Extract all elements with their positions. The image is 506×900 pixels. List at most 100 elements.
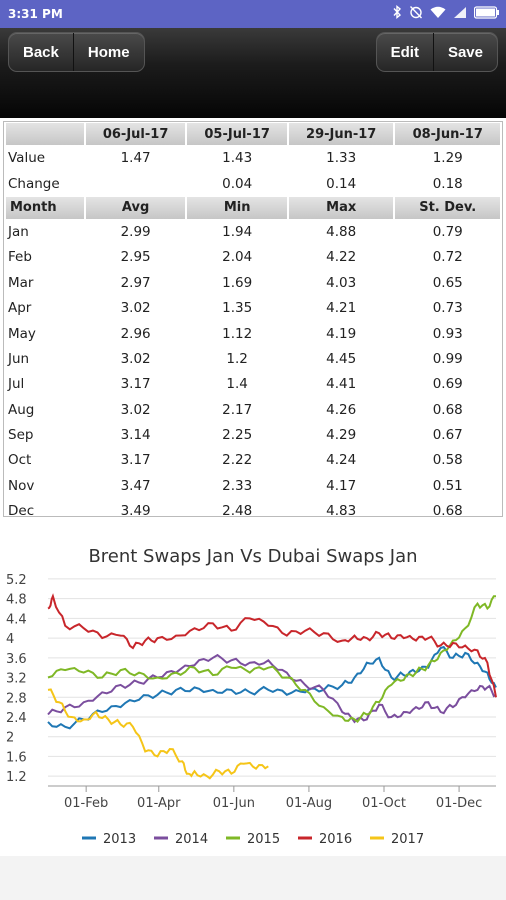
table-row: Oct 3.17 2.22 4.24 0.58 — [6, 448, 500, 472]
x-tick-label: 01-Apr — [137, 796, 181, 811]
month-cell: Aug — [8, 401, 35, 418]
footer-area — [0, 856, 506, 900]
max-cell: 4.41 — [326, 376, 357, 393]
month-column-header: Month — [6, 196, 84, 219]
table-cell: 0.14 — [326, 175, 357, 192]
table-cell: 1.29 — [432, 150, 463, 167]
table-cell: 0.04 — [222, 175, 253, 192]
stdev-cell: 0.72 — [432, 249, 463, 266]
table-row: Aug 3.02 2.17 4.26 0.68 — [6, 398, 500, 422]
wifi-icon — [430, 6, 446, 22]
avg-cell: 3.02 — [120, 300, 151, 317]
max-cell: 4.17 — [326, 477, 357, 494]
table-row: Mar 2.97 1.69 4.03 0.65 — [6, 271, 500, 295]
stdev-column-header: St. Dev. — [395, 196, 500, 219]
save-button[interactable]: Save — [447, 43, 483, 61]
status-bar: 3:31 PM — [0, 0, 506, 28]
table-row: Jul 3.17 1.4 4.41 0.69 — [6, 372, 500, 396]
min-cell: 1.94 — [222, 223, 253, 240]
table-row: Dec 3.49 2.48 4.83 0.68 — [6, 499, 500, 523]
alarm-off-icon — [409, 5, 423, 22]
month-cell: Dec — [8, 503, 35, 520]
stdev-cell: 0.65 — [432, 274, 463, 291]
max-cell: 4.88 — [326, 223, 357, 240]
stdev-cell: 0.73 — [432, 300, 463, 317]
month-cell: Jul — [8, 376, 25, 393]
summary-header-corner — [6, 123, 84, 145]
summary-header-date: 29-Jun-17 — [288, 123, 394, 145]
avg-column-header: Avg — [85, 196, 186, 219]
month-cell: Nov — [8, 477, 35, 494]
stats-table: 06-Jul-17 05-Jul-17 29-Jun-17 08-Jun-17 … — [4, 122, 502, 524]
avg-cell: 3.02 — [120, 401, 151, 418]
min-cell: 2.48 — [222, 503, 253, 520]
chart-title: Brent Swaps Jan Vs Dubai Swaps Jan — [88, 546, 417, 567]
stdev-cell: 0.69 — [432, 376, 463, 393]
avg-cell: 2.96 — [120, 325, 151, 342]
table-cell: 1.43 — [222, 150, 253, 167]
min-cell: 2.25 — [222, 427, 253, 444]
chart-panel: Brent Swaps Jan Vs Dubai Swaps Jan 5.2 4.8… — [0, 536, 506, 856]
avg-cell: 3.02 — [120, 350, 151, 367]
stdev-cell: 0.68 — [432, 401, 463, 418]
table-row: Feb 2.95 2.04 4.22 0.72 — [6, 245, 500, 269]
stdev-cell: 0.68 — [432, 503, 463, 520]
battery-icon — [473, 5, 500, 22]
status-time: 3:31 PM — [8, 7, 63, 21]
table-row: Jan 2.99 1.94 4.88 0.79 — [6, 220, 500, 244]
min-cell: 1.35 — [222, 300, 253, 317]
month-cell: May — [8, 325, 36, 342]
stdev-cell: 0.51 — [432, 477, 463, 494]
change-row: Change 0.04 0.14 0.18 — [6, 171, 500, 195]
stdev-cell: 0.93 — [432, 325, 463, 342]
table-row: Sep 3.14 2.25 4.29 0.67 — [6, 423, 500, 447]
line-chart: Brent Swaps Jan Vs Dubai Swaps Jan 5.2 4.8… — [6, 546, 497, 847]
home-button[interactable]: Home — [87, 43, 130, 61]
min-column-header: Min — [187, 196, 287, 219]
max-cell: 4.29 — [326, 427, 357, 444]
table-cell: 1.47 — [120, 150, 151, 167]
avg-cell: 3.17 — [120, 376, 151, 393]
x-tick-label: 01-Oct — [362, 796, 406, 811]
toolbar: Back Home Edit Save — [0, 28, 506, 118]
x-tick-label: 01-Aug — [286, 796, 332, 811]
edit-button[interactable]: Edit — [377, 33, 434, 71]
summary-header-date: 08-Jun-17 — [395, 123, 500, 145]
max-column-header: Max — [288, 196, 394, 219]
avg-cell: 2.97 — [120, 274, 151, 291]
legend-label: 2015 — [247, 832, 280, 847]
month-cell: Jun — [8, 350, 30, 367]
max-cell: 4.26 — [326, 401, 357, 418]
avg-cell: 3.49 — [120, 503, 151, 520]
series-line-2015 — [47, 595, 496, 723]
monthly-header-row: Month Avg Min Max St. Dev. — [6, 196, 500, 219]
y-tick-label: 4.4 — [6, 612, 27, 627]
max-cell: 4.83 — [326, 503, 357, 520]
y-tick-label: 5.2 — [6, 573, 27, 588]
y-tick-label: 2.8 — [6, 691, 27, 706]
value-row: Value 1.47 1.43 1.33 1.29 — [6, 146, 500, 170]
y-tick-label: 4.8 — [6, 593, 27, 608]
avg-cell: 3.47 — [120, 477, 151, 494]
stdev-cell: 0.58 — [432, 452, 463, 469]
y-tick-label: 3.2 — [6, 672, 27, 687]
x-tick-label: 01-Jun — [213, 796, 255, 811]
nav-button-group: Back Home — [8, 32, 145, 72]
legend-label: 2017 — [391, 832, 424, 847]
y-tick-label: 1.6 — [6, 750, 27, 765]
row-label: Change — [8, 175, 60, 192]
table-row: Apr 3.02 1.35 4.21 0.73 — [6, 296, 500, 320]
stdev-cell: 0.99 — [432, 350, 463, 367]
row-label: Value — [8, 150, 46, 167]
back-button[interactable]: Back — [9, 33, 74, 71]
min-cell: 2.17 — [222, 401, 253, 418]
max-cell: 4.03 — [326, 274, 357, 291]
summary-header-date: 05-Jul-17 — [187, 123, 287, 145]
legend-label: 2014 — [175, 832, 208, 847]
x-tick-label: 01-Feb — [64, 796, 108, 811]
signal-icon — [453, 6, 467, 22]
max-cell: 4.19 — [326, 325, 357, 342]
month-cell: Apr — [8, 300, 32, 317]
month-cell: Oct — [8, 452, 32, 469]
series-line-2013 — [47, 645, 497, 730]
